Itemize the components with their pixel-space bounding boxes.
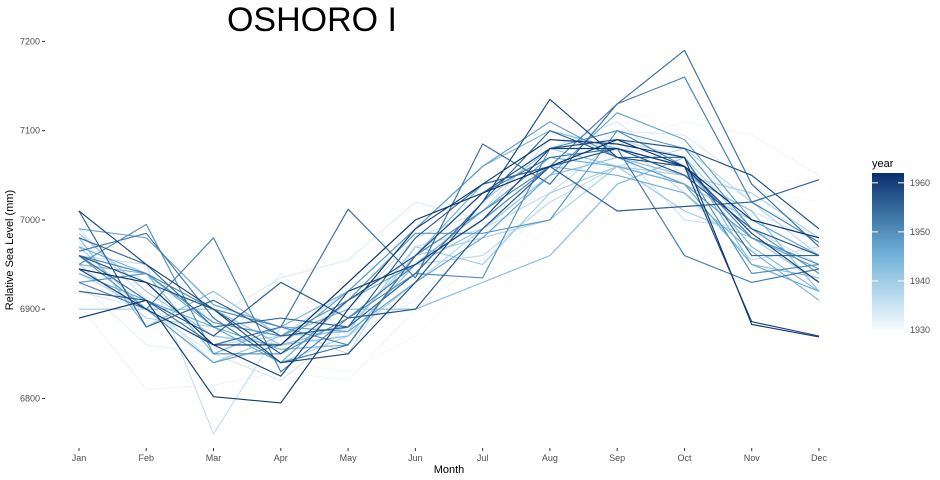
series-line-1931	[78, 121, 820, 391]
x-tick-label: Apr	[274, 453, 288, 463]
y-tick-label: 6900	[20, 304, 40, 314]
chart-title: OSHORO I	[227, 1, 397, 39]
series-line-1945	[78, 165, 820, 350]
series-line-1955	[78, 130, 819, 328]
x-tick-label: Sep	[609, 453, 625, 463]
series-line-1962	[78, 139, 820, 346]
x-tick-label: May	[340, 453, 358, 463]
y-tick-label: 7100	[20, 126, 40, 136]
series-line-1934	[78, 121, 820, 382]
x-tick-label: Mar	[206, 453, 222, 463]
x-tick-label: Dec	[811, 453, 828, 463]
y-axis-title: Relative Sea Level (mm)	[4, 190, 16, 310]
x-axis-title: Month	[434, 464, 465, 476]
legend-colorbar	[872, 173, 904, 330]
x-tick-label: Aug	[542, 453, 558, 463]
x-tick-label: Oct	[677, 453, 692, 463]
y-tick-label: 7200	[20, 36, 40, 46]
x-tick-label: Jul	[477, 453, 489, 463]
x-tick-label: Nov	[744, 453, 761, 463]
x-tick-label: Jan	[72, 453, 87, 463]
legend-ticks: 1930 1940 1950 1960	[872, 178, 930, 335]
y-tick-label: 7000	[20, 215, 40, 225]
legend-title: year	[872, 158, 894, 170]
legend-tick-label: 1960	[910, 178, 930, 188]
series-layer	[78, 49, 820, 435]
plot-area: 6800 6900 7000 7100 7200 Jan Feb Mar Apr May Jun Ju…	[20, 36, 828, 463]
x-tick-label: Feb	[139, 453, 155, 463]
series-line-1958	[78, 139, 820, 355]
series-line-1961	[78, 139, 820, 404]
series-line-1942	[78, 156, 820, 346]
x-tick-label: Jun	[408, 453, 423, 463]
y-tick-label: 6800	[20, 393, 40, 403]
series-line-1960	[78, 147, 820, 377]
legend-tick-label: 1950	[910, 227, 930, 237]
year-legend: year 1930 1940 1950 1960	[872, 158, 930, 335]
series-line-1936	[78, 139, 820, 435]
legend-tick-label: 1940	[910, 276, 930, 286]
legend-tick-label: 1930	[910, 325, 930, 335]
